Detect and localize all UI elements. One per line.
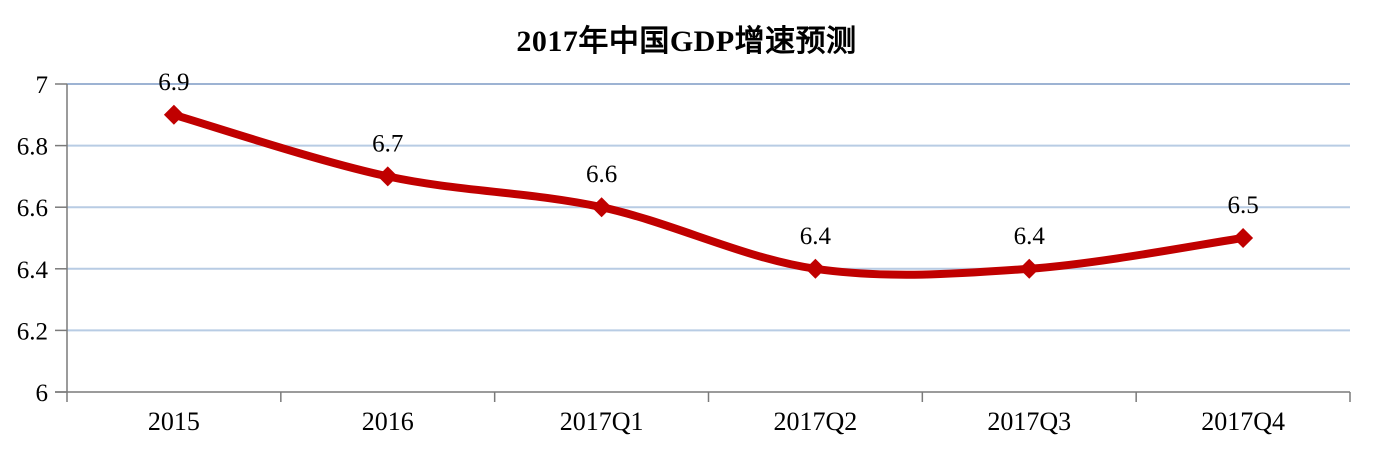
data-point-marker [805,258,826,279]
x-category-label: 2015 [148,407,200,436]
x-category-label: 2017Q2 [774,407,858,436]
y-tick-label: 6 [36,380,49,407]
data-point-marker [377,166,398,187]
x-category-label: 2017Q1 [560,407,644,436]
data-point-marker [1019,258,1040,279]
chart-title: 2017年中国GDP增速预测 [516,25,857,58]
data-point-marker [591,197,612,218]
y-tick-label: 6.2 [17,318,48,345]
y-tick-label: 6.4 [17,257,49,284]
data-point-label: 6.6 [586,161,617,188]
x-category-label: 2017Q3 [987,407,1071,436]
data-point-marker [1233,228,1254,248]
data-point-label: 6.4 [800,223,832,250]
data-point-label: 6.9 [158,69,189,96]
data-point-label: 6.4 [1014,223,1046,250]
y-tick-label: 7 [36,72,49,99]
gdp-series-line [169,110,1248,279]
y-tick-label: 6.8 [17,134,48,161]
data-point-label: 6.5 [1227,192,1258,219]
data-point-label: 6.7 [372,130,403,157]
data-point-marker [163,104,184,125]
x-category-label: 2017Q4 [1201,407,1285,436]
x-category-label: 2016 [362,407,414,436]
y-tick-label: 6.6 [17,195,48,222]
